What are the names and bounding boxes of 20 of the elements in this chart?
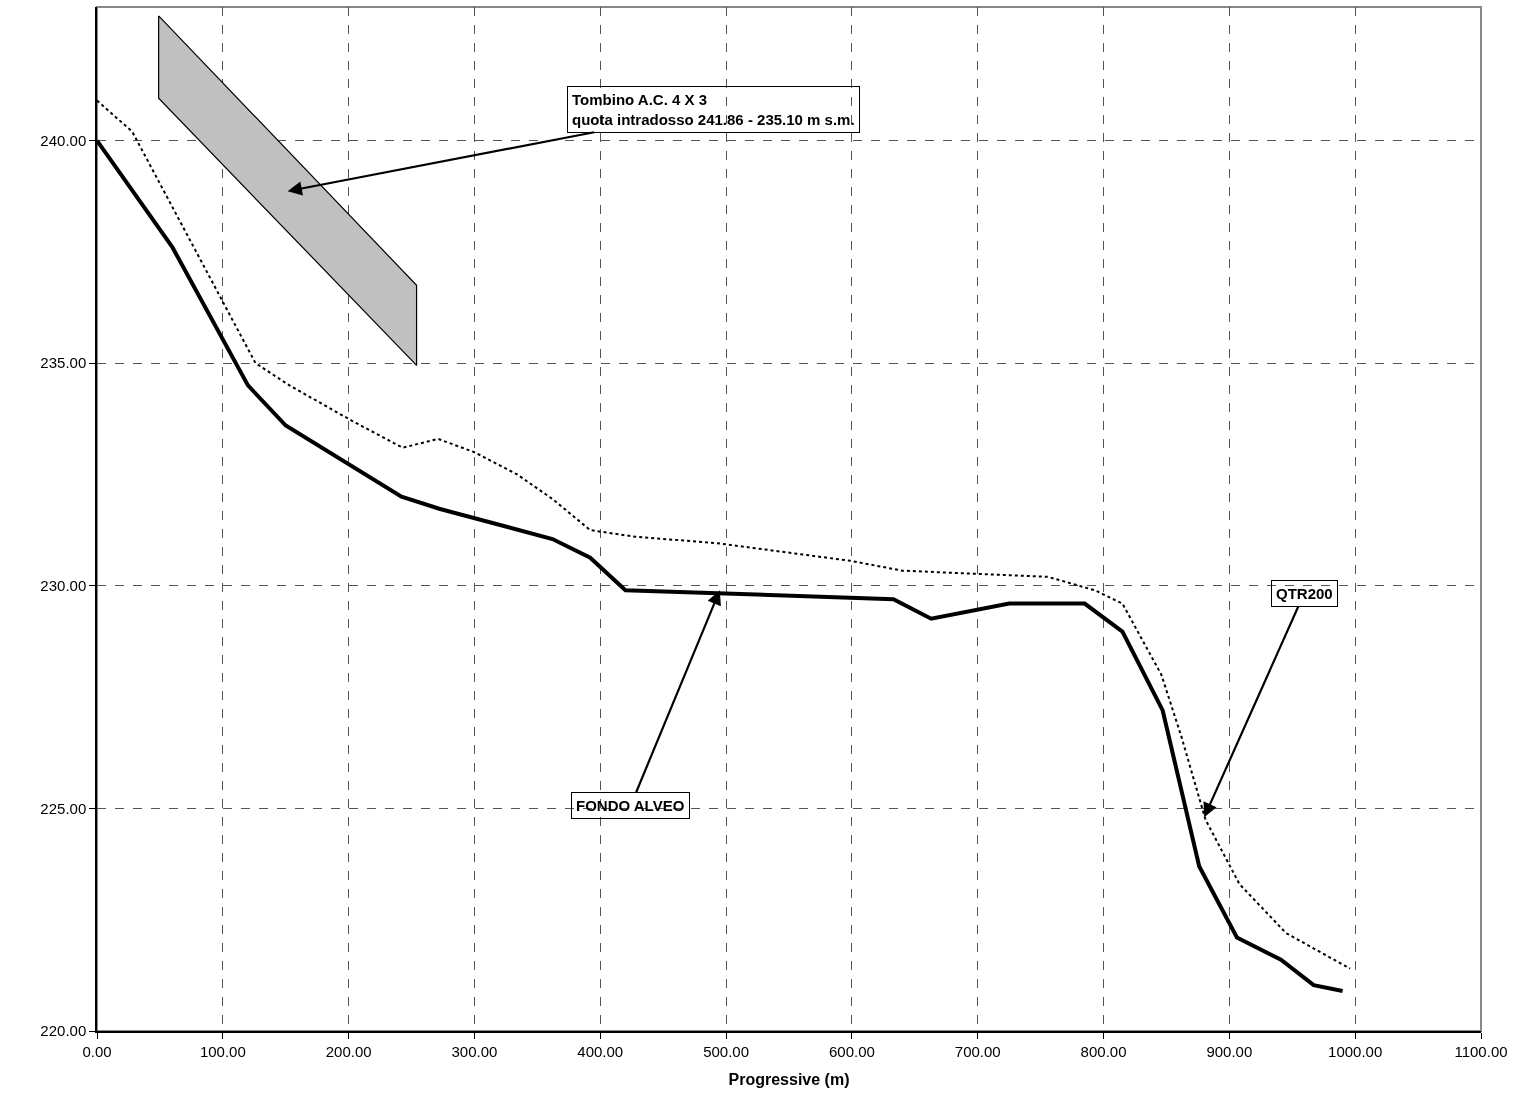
annotation: QTR200 xyxy=(1276,585,1333,602)
x-tick-label: 300.00 xyxy=(451,1042,498,1060)
x-tick-label: 200.00 xyxy=(325,1042,372,1060)
y-tick-label: 220.00 xyxy=(40,1022,87,1040)
x-tick-label: 700.00 xyxy=(954,1042,1001,1060)
x-tick-label: 1000.00 xyxy=(1328,1042,1383,1060)
x-tick-label: 600.00 xyxy=(828,1042,875,1060)
x-tick-label: 100.00 xyxy=(199,1042,246,1060)
x-tick-label: 900.00 xyxy=(1206,1042,1253,1060)
x-tick-label: 800.00 xyxy=(1080,1042,1127,1060)
x-tick-label: 500.00 xyxy=(703,1042,750,1060)
y-tick-label: 225.00 xyxy=(40,799,87,817)
x-axis-title: Progressive (m) xyxy=(728,1070,850,1088)
x-tick-label: 1100.00 xyxy=(1454,1042,1508,1060)
y-tick-label: 235.00 xyxy=(40,354,87,372)
x-tick-label: 400.00 xyxy=(577,1042,624,1060)
annotation: FONDO ALVEO xyxy=(576,797,685,814)
y-tick-label: 230.00 xyxy=(40,577,87,595)
x-tick-label: 0.00 xyxy=(82,1042,112,1060)
y-tick-label: 240.00 xyxy=(40,131,87,149)
